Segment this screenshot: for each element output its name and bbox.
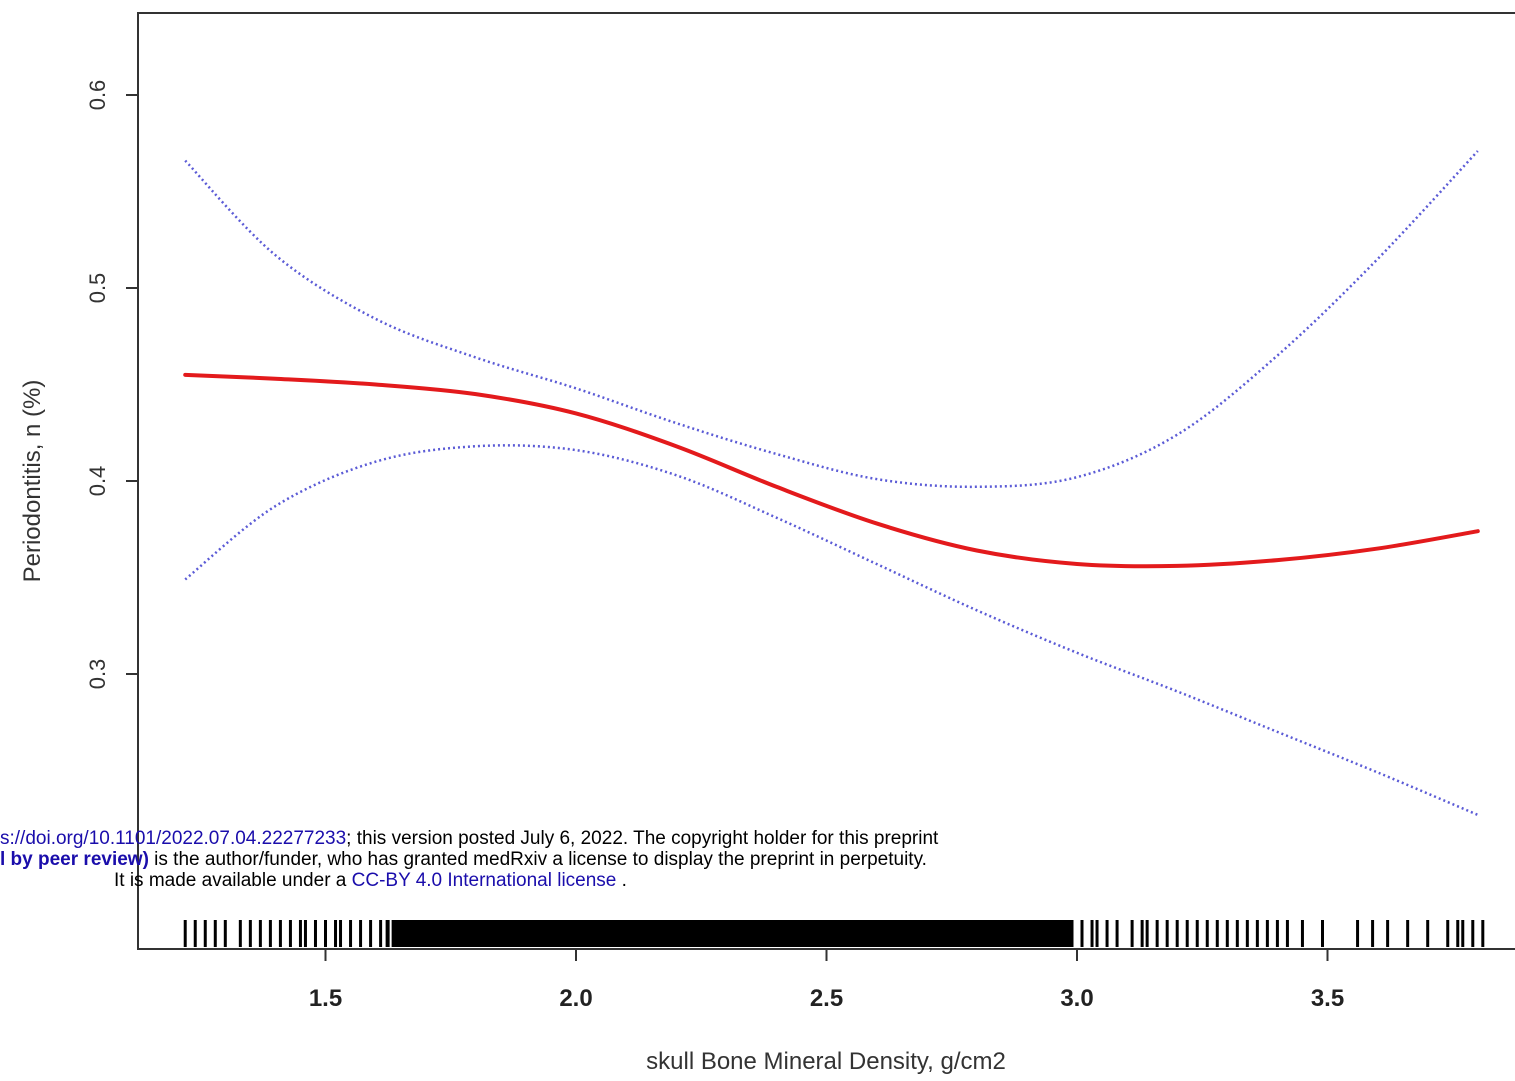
x-tick-label: 3.5: [1311, 985, 1344, 1012]
y-axis: 0.6 0.5 0.4 0.3: [85, 80, 138, 690]
x-axis-title: skull Bone Mineral Density, g/cm2: [646, 1048, 1006, 1075]
rug-dense-block: [385, 920, 1072, 947]
peer-review-text: l by peer review): [0, 849, 149, 870]
doi-link[interactable]: s://doi.org/10.1101/2022.07.04.22277233: [0, 828, 347, 849]
rug-plot: [183, 920, 1485, 947]
x-tick-label: 2.5: [810, 985, 843, 1012]
x-tick-label: 1.5: [309, 985, 342, 1012]
y-tick-label: 0.6: [85, 80, 110, 111]
plot-frame: [137, 12, 1515, 950]
y-tick-label: 0.3: [85, 659, 110, 690]
y-axis-title: Periodontitis, n (%): [19, 380, 46, 583]
availability-text: It is made available under a: [114, 870, 352, 891]
posted-text: ; this version posted July 6, 2022. The …: [346, 828, 939, 849]
y-tick-label: 0.4: [85, 466, 110, 497]
lower-ci-line: [184, 444, 1479, 817]
series-group: [183, 150, 1480, 817]
availability-end: .: [616, 870, 627, 891]
x-tick-label: 2.0: [559, 985, 592, 1012]
cc-license-link[interactable]: CC-BY 4.0 International license: [351, 870, 617, 891]
license-display-text: is the author/funder, who has granted me…: [148, 849, 927, 870]
estimate-line: [183, 372, 1480, 569]
y-tick-label: 0.5: [85, 273, 110, 304]
upper-ci-line: [184, 150, 1479, 489]
x-tick-label: 3.0: [1060, 985, 1093, 1012]
x-axis: 1.5 2.0 2.5 3.0 3.5: [309, 949, 1344, 1012]
